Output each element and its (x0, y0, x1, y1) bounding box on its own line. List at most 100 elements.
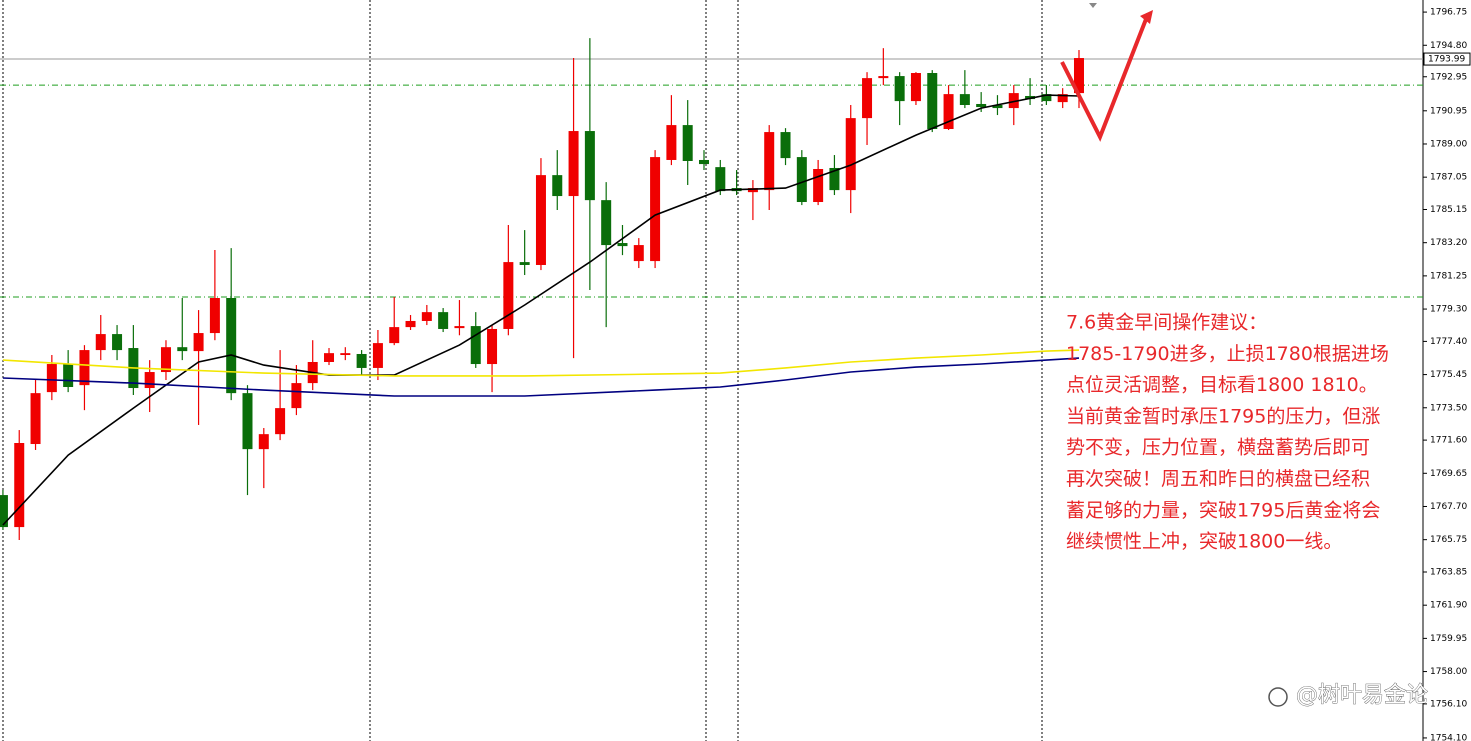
candle-body (1025, 95, 1036, 100)
candle-body (976, 103, 987, 108)
y-tick-label: 1769.65 (1430, 469, 1467, 479)
candle-body (584, 131, 595, 201)
y-tick-label: 1787.05 (1430, 173, 1467, 183)
candle-body (943, 94, 954, 130)
marker (1089, 3, 1097, 8)
candle-body (1041, 94, 1052, 102)
candle-body (340, 353, 351, 356)
y-tick-label: 1763.85 (1430, 568, 1467, 578)
y-tick-label: 1779.30 (1430, 305, 1467, 315)
candle-body (764, 132, 775, 191)
y-tick-label: 1771.60 (1430, 436, 1467, 446)
candle-body (421, 312, 432, 321)
candle-body (845, 118, 856, 191)
annotation-line: 点位灵活调整，目标看1800 1810。 (1066, 374, 1378, 396)
candle-body (46, 364, 57, 393)
candle-body (715, 167, 726, 192)
candle-body (160, 347, 171, 373)
moving-average (2, 94, 1080, 526)
candle-body (780, 132, 791, 159)
candle-body (356, 353, 367, 368)
candle-body (633, 245, 644, 262)
y-tick-label: 1761.90 (1430, 601, 1467, 611)
candle-body (14, 443, 25, 528)
candle-body (1057, 94, 1068, 103)
candle-body (878, 76, 889, 79)
candle-body (1073, 58, 1084, 94)
candle-body (682, 125, 693, 161)
time-separators (2, 0, 1043, 741)
annotation-line: 再次突破！周五和昨日的横盘已经积 (1066, 468, 1370, 490)
candle-body (487, 328, 498, 365)
moving-average (2, 349, 1080, 377)
candle-body (258, 434, 269, 450)
candle-body (95, 334, 106, 351)
candle-body (747, 188, 758, 193)
annotation-line: 1785-1790进多，止损1780根据进场 (1066, 343, 1389, 365)
candle-body (79, 350, 90, 386)
candle-body (992, 105, 1003, 109)
y-tick-label: 1775.45 (1430, 370, 1467, 380)
candle-body (438, 312, 449, 329)
annotation-line: 7.6黄金早间操作建议： (1066, 312, 1267, 334)
candle-body (503, 262, 514, 329)
candle-body (535, 175, 546, 265)
candle-body (796, 157, 807, 203)
candle-body (112, 334, 123, 351)
candle-body (650, 157, 661, 262)
candle-body (291, 383, 302, 409)
candle-body (30, 393, 41, 445)
candle-body (959, 94, 970, 106)
y-tick-label: 1767.70 (1430, 502, 1467, 512)
y-tick-label: 1783.20 (1430, 238, 1467, 248)
candle-body (829, 167, 840, 191)
y-tick-label: 1790.95 (1430, 106, 1467, 116)
candle-body (927, 73, 938, 130)
y-tick-label: 1781.25 (1430, 271, 1467, 281)
candle-body (177, 347, 188, 352)
candle-body (910, 73, 921, 102)
watermark: @树叶易金论 (1296, 683, 1428, 708)
y-tick-label: 1756.10 (1430, 699, 1467, 709)
candle-body (405, 320, 416, 328)
candle-body (209, 297, 220, 334)
y-tick-label: 1777.40 (1430, 337, 1467, 347)
y-tick-label: 1759.95 (1430, 634, 1467, 644)
candle-body (242, 393, 253, 450)
candle-body (470, 326, 481, 365)
candle-body (666, 125, 677, 160)
candle-body (813, 168, 824, 203)
candle-body (193, 333, 204, 352)
y-tick-label: 1794.80 (1430, 41, 1467, 51)
price-tag (1423, 52, 1471, 66)
annotation-line: 继续惯性上冲，突破1800一线。 (1066, 531, 1342, 553)
plot (0, 38, 1423, 541)
y-tick-label: 1773.50 (1430, 403, 1467, 413)
forecast-arrow (1060, 13, 1150, 142)
y-tick-label: 1754.10 (1430, 733, 1467, 741)
candle-body (894, 76, 905, 102)
watermark-group: @树叶易金论 (1268, 683, 1428, 708)
candle-body (617, 243, 628, 247)
y-tick-label: 1796.75 (1430, 8, 1467, 18)
y-tick-label: 1765.75 (1430, 535, 1467, 545)
moving-average (2, 357, 1080, 397)
candle-body (275, 408, 286, 435)
candle-body (601, 200, 612, 246)
candle-body (552, 175, 563, 197)
candle-body (324, 353, 335, 362)
candle-body (454, 326, 465, 329)
candle-body (63, 364, 74, 388)
y-tick-label: 1785.15 (1430, 205, 1467, 215)
annotation-line: 蓄足够的力量，突破1795后黄金将会 (1066, 499, 1380, 521)
watermark-icon (1268, 687, 1288, 707)
y-tick-label: 1758.00 (1430, 667, 1467, 677)
candle-body (144, 372, 155, 389)
candle-body (568, 131, 579, 197)
candle-body (699, 159, 710, 165)
price-tag-label: 1793.99 (1428, 55, 1465, 65)
candle-body (1008, 93, 1019, 109)
candle-body (389, 327, 400, 344)
y-tick-label: 1789.00 (1430, 139, 1467, 149)
